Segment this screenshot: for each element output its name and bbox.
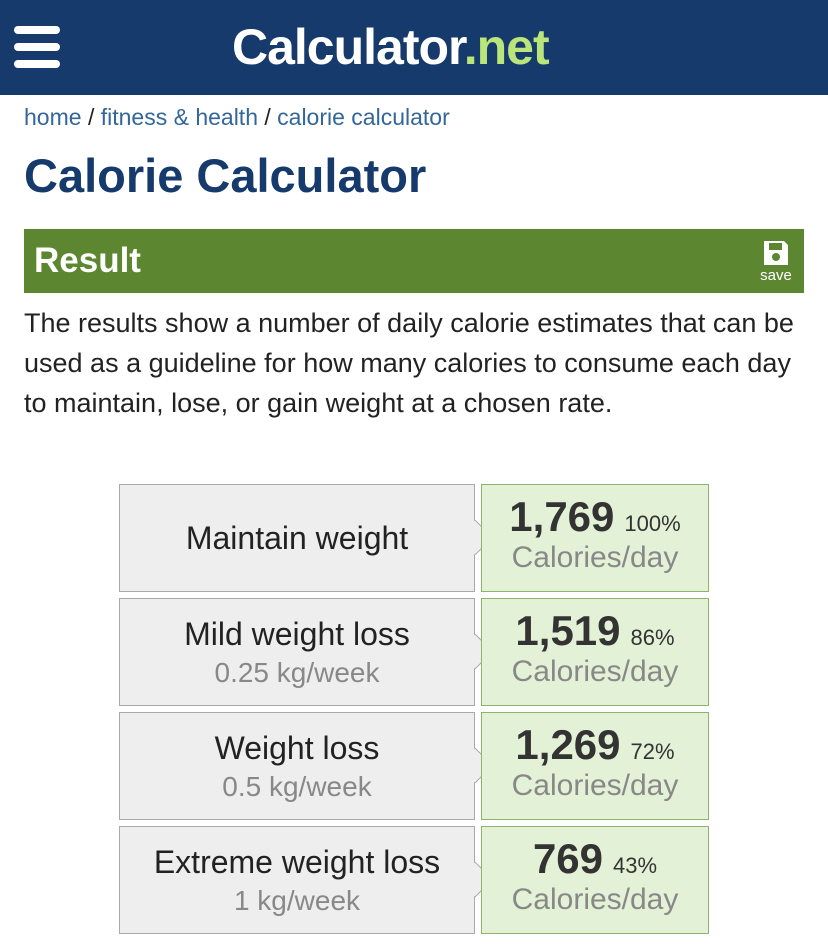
goal-label: Extreme weight loss: [153, 843, 441, 880]
breadcrumb-link[interactable]: home: [24, 104, 82, 130]
breadcrumb-separator: /: [264, 104, 271, 130]
goal-cell: Mild weight loss 0.25 kg/week: [119, 598, 475, 706]
breadcrumb-link[interactable]: fitness & health: [100, 104, 258, 130]
goal-label: Mild weight loss: [184, 615, 410, 652]
calorie-percent: 100%: [624, 511, 681, 536]
result-row: Extreme weight loss 1 kg/week 769 43% Calori…: [119, 826, 709, 934]
goal-cell: Weight loss 0.5 kg/week: [119, 712, 475, 820]
page-title: Calorie Calculator: [24, 149, 427, 202]
calorie-value: 1,519: [515, 607, 621, 654]
logo-suffix: .net: [463, 19, 550, 75]
result-bar: Result save: [24, 229, 804, 293]
calorie-percent: 43%: [613, 853, 658, 878]
calorie-cell: 1,269 72% Calories/day: [481, 712, 709, 820]
result-heading: Result: [34, 241, 141, 280]
calorie-line: 1,769 100%: [482, 493, 708, 541]
save-label: save: [760, 267, 792, 284]
logo-main: Calculator: [232, 19, 465, 75]
calorie-cell: 1,769 100% Calories/day: [481, 484, 709, 592]
goal-label: Maintain weight: [185, 519, 409, 556]
calorie-unit: Calories/day: [511, 655, 679, 688]
result-row: Weight loss 0.5 kg/week 1,269 72% Calories/d…: [119, 712, 709, 820]
calorie-value: 1,269: [515, 721, 621, 768]
calorie-line: 1,269 72%: [482, 721, 708, 769]
menu-button[interactable]: [14, 26, 60, 68]
result-description: The results show a number of daily calor…: [24, 308, 794, 418]
top-bar: Calculator.net: [0, 0, 828, 95]
breadcrumb-separator: /: [87, 104, 95, 130]
goal-rate: 1 kg/week: [233, 884, 361, 916]
calorie-percent: 72%: [630, 739, 675, 764]
result-row: Maintain weight 1,769 100% Calories/day: [119, 484, 709, 592]
calorie-unit: Calories/day: [511, 769, 679, 802]
save-icon: [764, 241, 788, 265]
goal-cell: Extreme weight loss 1 kg/week: [119, 826, 475, 934]
calorie-unit: Calories/day: [511, 883, 679, 916]
calorie-line: 769 43%: [482, 835, 708, 883]
breadcrumb: home / fitness & health / calorie calcul…: [24, 104, 450, 131]
goal-rate: 0.25 kg/week: [214, 656, 380, 688]
calorie-value: 1,769: [509, 493, 615, 540]
result-row: Mild weight loss 0.25 kg/week 1,519 86% Calo…: [119, 598, 709, 706]
calorie-value: 769: [532, 835, 604, 882]
logo[interactable]: Calculator.net: [232, 18, 550, 76]
calorie-cell: 1,519 86% Calories/day: [481, 598, 709, 706]
calorie-line: 1,519 86%: [482, 607, 708, 655]
calorie-cell: 769 43% Calories/day: [481, 826, 709, 934]
goal-cell: Maintain weight: [119, 484, 475, 592]
save-button[interactable]: save: [756, 239, 796, 284]
calorie-percent: 86%: [630, 625, 675, 650]
goal-rate: 0.5 kg/week: [222, 770, 372, 802]
goal-label: Weight loss: [214, 729, 380, 766]
calorie-unit: Calories/day: [511, 541, 679, 574]
breadcrumb-link[interactable]: calorie calculator: [277, 104, 450, 130]
